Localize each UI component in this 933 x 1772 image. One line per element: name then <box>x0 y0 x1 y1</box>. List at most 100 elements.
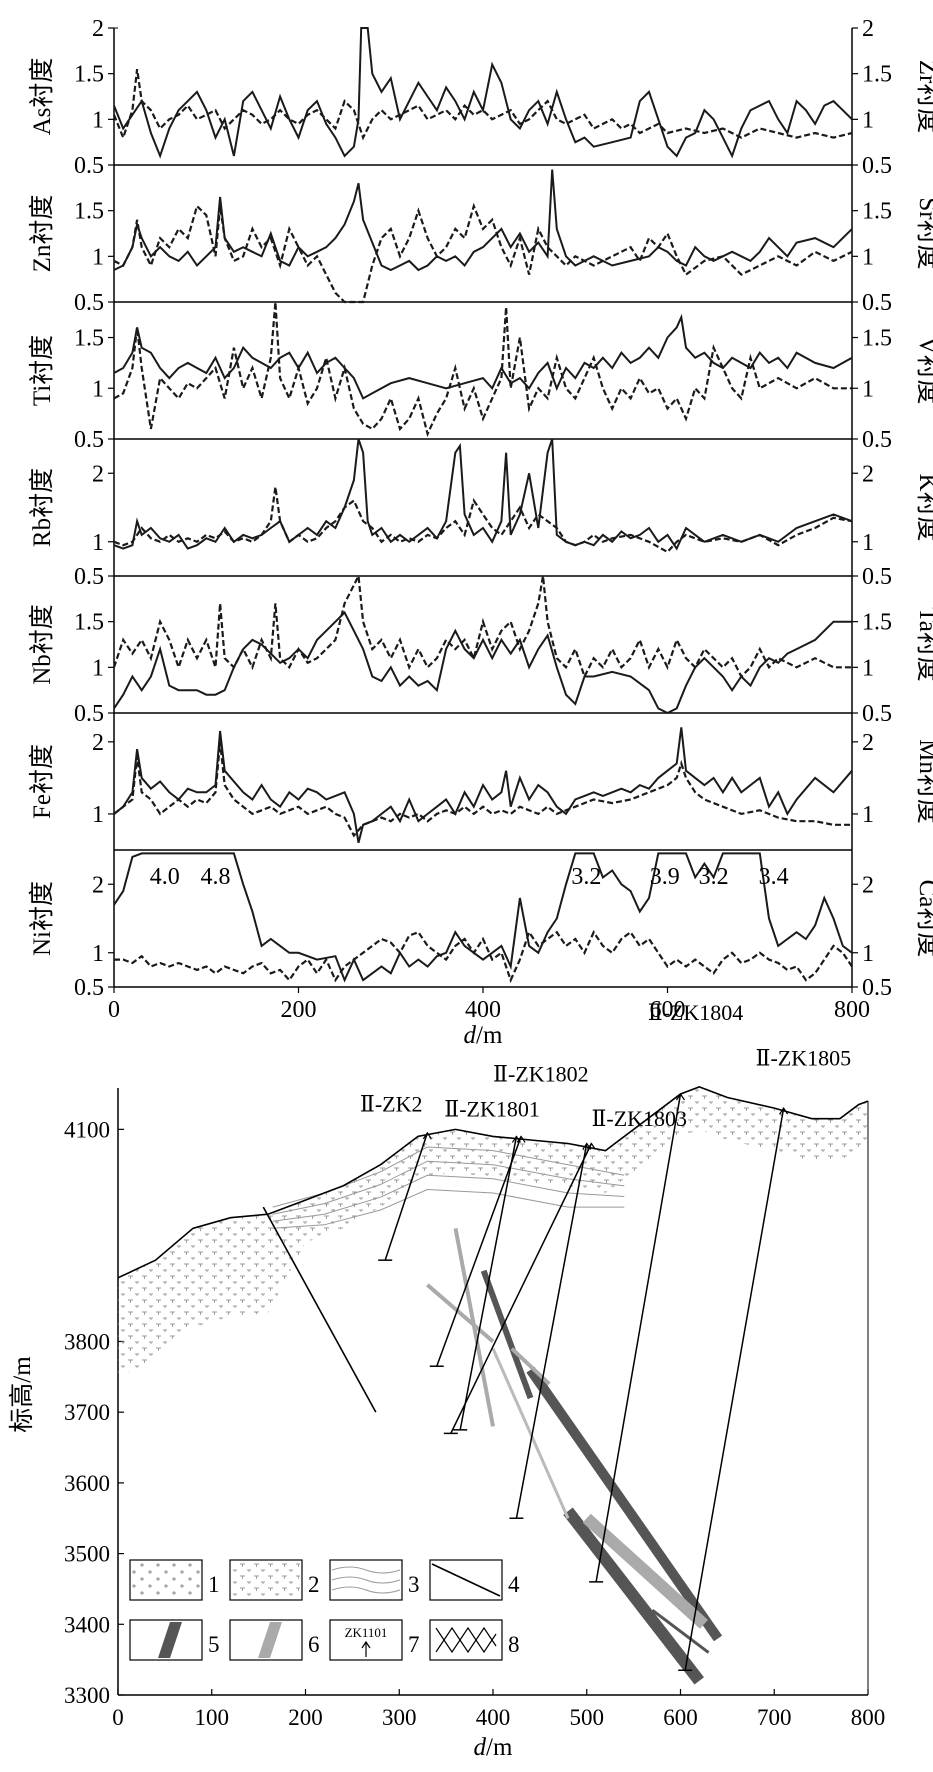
legend-number: 8 <box>508 1632 520 1657</box>
left-axis-label: Ni衬度 <box>28 881 56 956</box>
left-tick-label: 2 <box>92 730 104 756</box>
drillhole-label: Ⅱ-ZK1803 <box>591 1106 687 1131</box>
off-scale-label: 3.2 <box>699 864 729 890</box>
solid-series-line <box>113 852 853 983</box>
left-tick-label: 1 <box>92 655 104 681</box>
x-tick-label: 400 <box>465 997 501 1023</box>
left-tick-label: 2 <box>92 461 104 487</box>
left-tick-label: 1 <box>92 802 104 828</box>
legend-number: 5 <box>208 1632 220 1657</box>
right-tick-label: 2 <box>862 872 874 898</box>
left-tick-label: 0.5 <box>74 290 104 316</box>
right-axis-label: Ta衬度 <box>914 607 933 682</box>
drillhole-label: Ⅱ-ZK1805 <box>756 1046 852 1071</box>
panel-7: 0.5 0.5 1 1 2 2 Ni衬度 Ca衬度 4.0 4.8 3.2 3.9 3.2 3.4 <box>28 850 933 1001</box>
right-axis-label: V衬度 <box>914 336 933 404</box>
section-y-tick-label: 3400 <box>64 1612 110 1637</box>
drillhole-collar <box>511 1135 521 1143</box>
solid-series-line <box>113 169 853 272</box>
legend-fill <box>232 1562 300 1598</box>
x-tick-label: 800 <box>834 997 870 1023</box>
right-tick-label: 0.5 <box>862 290 892 316</box>
panel-4: 0.5 0.5 1 1 2 2 Rb衬度 K衬度 <box>28 438 933 590</box>
drillhole-collar <box>422 1131 432 1140</box>
section-y-tick-label: 3800 <box>64 1329 110 1354</box>
legend-item-1: 1 <box>129 1559 220 1601</box>
legend-stratum <box>331 1576 401 1584</box>
right-tick-label: 1.5 <box>862 199 892 225</box>
legend-fill <box>132 1562 200 1598</box>
off-scale-label: 4.0 <box>150 864 180 890</box>
element-profiles: 0.5 0.5 1 1 1.5 1.5 2 2 As衬度 Zr衬度 0.5 0.5 1 1 1.5 1.5 Zn… <box>28 16 933 1049</box>
drillhole-trace <box>436 1136 522 1367</box>
right-tick-label: 0.5 <box>862 427 892 453</box>
drillhole-label: Ⅱ-ZK2 <box>360 1092 423 1117</box>
stratum-line <box>272 1188 625 1229</box>
legend-item-6: 6 <box>229 1619 320 1661</box>
legend-hole-arrow <box>361 1640 371 1649</box>
right-tick-label: 1 <box>862 802 874 828</box>
left-tick-label: 2 <box>92 872 104 898</box>
legend-stratum <box>331 1566 401 1574</box>
legend-fault <box>431 1563 501 1597</box>
left-axis-label: Ti衬度 <box>28 335 56 406</box>
left-tick-label: 1.5 <box>74 610 104 636</box>
drillhole-collar <box>586 1142 596 1150</box>
x-axis-label: d/m <box>464 1022 503 1049</box>
solid-series-line <box>113 438 853 551</box>
drillhole-trace <box>450 1143 593 1434</box>
legend-item-5: 5 <box>129 1619 220 1661</box>
section-x-tick-label: 700 <box>757 1705 792 1730</box>
drillhole-label: Ⅱ-ZK1801 <box>444 1097 540 1122</box>
dashed-series-line <box>113 741 852 838</box>
solid-series-line <box>113 610 852 715</box>
left-tick-label: 1 <box>92 941 104 967</box>
section-x-tick-label: 0 <box>112 1705 124 1730</box>
drillhole-collar <box>779 1107 789 1115</box>
off-scale-label: 4.8 <box>200 864 230 890</box>
left-tick-label: 1 <box>92 244 104 270</box>
right-tick-label: 1 <box>862 244 874 270</box>
section-x-tick-label: 300 <box>382 1705 417 1730</box>
right-tick-label: 1.5 <box>862 610 892 636</box>
drillhole-trace <box>595 1093 682 1582</box>
right-axis-label: K衬度 <box>914 473 933 541</box>
legend-stratum <box>331 1586 401 1594</box>
section-x-tick-label: 500 <box>570 1705 605 1730</box>
ore-body <box>563 1507 704 1685</box>
left-tick-label: 1 <box>92 530 104 556</box>
granite-zone <box>118 1086 868 1377</box>
legend-item-7: ZK1101 7 <box>329 1619 420 1661</box>
legend-number: 4 <box>508 1572 520 1597</box>
ore-body <box>426 1283 495 1343</box>
section-y-label: 标高/m <box>8 1356 36 1433</box>
panel-6: 1 1 2 2 Fe衬度 Mn衬度 <box>28 713 933 851</box>
left-tick-label: 0.5 <box>74 564 104 590</box>
panel-1: 0.5 0.5 1 1 1.5 1.5 2 2 As衬度 Zr衬度 <box>28 16 933 179</box>
ore-body <box>480 1269 534 1400</box>
right-tick-label: 0.5 <box>862 153 892 179</box>
left-axis-label: As衬度 <box>28 58 56 136</box>
x-tick-label: 0 <box>108 997 120 1023</box>
right-tick-label: 1.5 <box>862 326 892 352</box>
right-tick-label: 2 <box>862 461 874 487</box>
left-axis-label: Zn衬度 <box>28 195 56 273</box>
solid-series-line <box>113 313 853 400</box>
dashed-series-line <box>112 68 853 141</box>
section-y-tick-label: 3500 <box>64 1542 110 1567</box>
right-axis-label: Zr衬度 <box>914 60 933 134</box>
drillhole-label: Ⅱ-ZK1804 <box>648 1000 744 1025</box>
drillhole-trace <box>384 1132 429 1261</box>
right-tick-label: 0.5 <box>862 975 892 1001</box>
fault-line <box>262 1206 377 1413</box>
ore-body <box>526 1366 723 1642</box>
panel-5: 0.5 0.5 1 1 1.5 1.5 Nb衬度 Ta衬度 <box>28 572 933 727</box>
section-x-tick-label: 400 <box>476 1705 511 1730</box>
legend-cross <box>435 1626 497 1654</box>
ore-body <box>582 1513 708 1629</box>
off-scale-label: 3.9 <box>650 864 680 890</box>
panel-3: 0.5 0.5 1 1 1.5 1.5 Ti衬度 V衬度 <box>28 301 933 453</box>
right-tick-label: 1 <box>862 107 874 133</box>
